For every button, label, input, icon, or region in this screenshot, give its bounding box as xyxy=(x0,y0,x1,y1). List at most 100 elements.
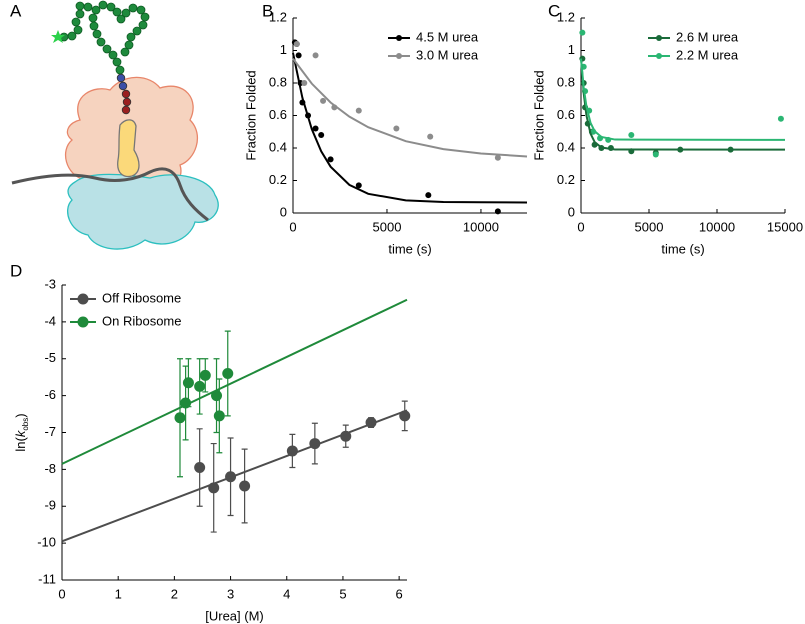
y-tick-label: -4 xyxy=(44,313,56,328)
y-label-subscript: obs xyxy=(21,418,30,431)
x-tick-label: 5000 xyxy=(373,219,402,234)
x-tick-label: 1 xyxy=(115,586,122,601)
x-axis-label: [Urea] (M) xyxy=(205,608,264,623)
nascent-chain xyxy=(59,0,150,75)
data-point xyxy=(320,97,327,104)
y-tick-label: 1.2 xyxy=(269,9,287,24)
y-axis-label: Fraction Folded xyxy=(531,70,546,160)
y-tick-label: 0 xyxy=(280,204,287,219)
data-point xyxy=(199,369,211,381)
x-axis-label: time (s) xyxy=(661,241,704,256)
data-point xyxy=(293,41,300,47)
x-tick-label: 0 xyxy=(289,219,296,234)
legend-label: 4.5 M urea xyxy=(416,29,479,44)
data-point xyxy=(494,208,501,215)
x-tick-label: 3 xyxy=(227,586,234,601)
data-point xyxy=(222,368,234,379)
data-point xyxy=(652,151,659,158)
legend-label: On Ribosome xyxy=(102,313,181,328)
y-tick-label: -9 xyxy=(44,498,56,513)
data-point xyxy=(579,29,586,36)
exit-tunnel xyxy=(117,119,140,178)
legend-marker xyxy=(396,53,402,59)
y-tick-label: -7 xyxy=(44,424,56,439)
panel-label: C xyxy=(548,1,560,20)
legend-marker xyxy=(77,316,89,328)
x-tick-label: 6 xyxy=(396,586,403,601)
legend-marker xyxy=(656,35,662,41)
y-tick-label: 0.6 xyxy=(269,107,287,122)
panel-label: B xyxy=(262,1,273,20)
data-point xyxy=(295,52,302,59)
x-tick-label: 5000 xyxy=(635,219,664,234)
linker xyxy=(116,73,132,115)
data-point xyxy=(327,156,334,163)
y-tick-label: 0.4 xyxy=(557,139,575,154)
data-point xyxy=(301,80,308,86)
data-point xyxy=(213,410,225,422)
y-tick-label: 0.8 xyxy=(557,74,575,89)
small-subunit xyxy=(67,173,219,250)
data-point xyxy=(777,115,784,122)
legend-marker xyxy=(656,53,662,59)
data-point xyxy=(628,132,635,138)
legend-label: Off Ribosome xyxy=(102,290,181,305)
legend-marker xyxy=(77,293,89,305)
data-point xyxy=(194,462,206,474)
fit-line xyxy=(61,298,408,465)
fit-line xyxy=(580,56,786,151)
data-point xyxy=(312,125,319,132)
y-tick-label: 0.2 xyxy=(269,172,287,187)
y-label-part: ) xyxy=(13,413,28,417)
y-label-part: ln( xyxy=(13,436,28,451)
y-tick-label: 0.6 xyxy=(557,107,575,122)
data-point xyxy=(312,52,319,59)
data-point xyxy=(182,377,194,389)
data-point xyxy=(425,192,432,199)
x-tick-label: 4 xyxy=(283,586,290,601)
data-point xyxy=(355,182,362,189)
fit-line xyxy=(61,409,408,543)
data-point xyxy=(494,154,501,161)
legend-label: 3.0 M urea xyxy=(416,47,479,62)
y-tick-label: -10 xyxy=(37,535,56,550)
y-tick-label: 0 xyxy=(568,204,575,219)
fluorophore xyxy=(51,30,65,43)
y-tick-label: 0.8 xyxy=(269,74,287,89)
x-tick-label: 5 xyxy=(339,586,346,601)
y-tick-label: 0.4 xyxy=(269,139,287,154)
y-axis-label: ln(kobs) xyxy=(13,413,30,451)
mrna xyxy=(11,167,209,222)
x-tick-label: 0 xyxy=(58,586,65,601)
data-point xyxy=(239,480,251,492)
x-tick-label: 2 xyxy=(171,586,178,601)
y-tick-label: -8 xyxy=(44,461,56,476)
x-tick-label: 0 xyxy=(577,219,584,234)
x-tick-label: 10000 xyxy=(463,219,499,234)
ribosome-diagram: A xyxy=(10,0,219,250)
legend-label: 2.6 M urea xyxy=(676,29,739,44)
data-point xyxy=(194,380,206,392)
fit-line xyxy=(292,52,528,204)
data-point xyxy=(393,125,400,132)
y-tick-label: 1 xyxy=(568,42,575,57)
y-tick-label: -6 xyxy=(44,387,56,402)
x-tick-label: 15000 xyxy=(767,219,803,234)
y-tick-label: 1 xyxy=(280,42,287,57)
y-tick-label: -3 xyxy=(44,276,56,291)
data-point xyxy=(427,133,434,140)
fit-line xyxy=(292,58,528,158)
x-tick-label: 10000 xyxy=(699,219,735,234)
y-label-symbol: k xyxy=(13,429,28,437)
legend-label: 2.2 M urea xyxy=(676,47,739,62)
y-tick-label: -5 xyxy=(44,350,56,365)
y-tick-label: 1.2 xyxy=(557,9,575,24)
y-tick-label: 0.2 xyxy=(557,172,575,187)
data-point xyxy=(318,132,325,138)
panel-label: A xyxy=(10,1,22,20)
y-axis-label: Fraction Folded xyxy=(243,70,258,160)
legend-marker xyxy=(396,35,402,41)
fit-line xyxy=(580,58,786,141)
x-axis-label: time (s) xyxy=(388,241,431,256)
